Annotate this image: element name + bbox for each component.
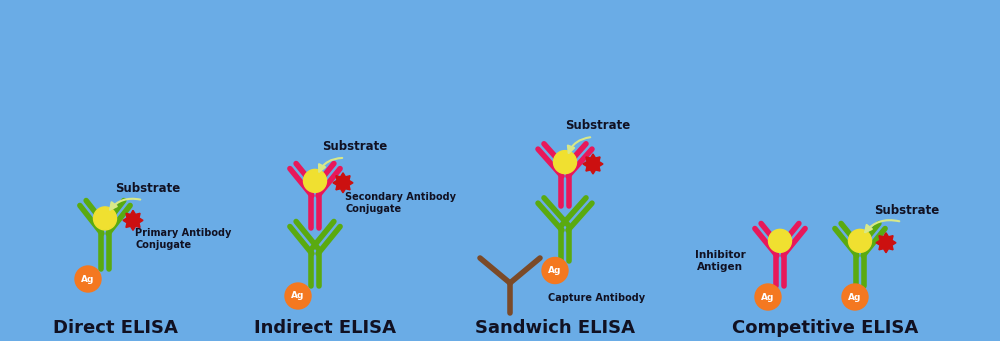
Text: Primary Antibody
Conjugate: Primary Antibody Conjugate (135, 228, 231, 250)
Circle shape (842, 284, 868, 310)
Circle shape (304, 169, 326, 192)
Circle shape (768, 229, 792, 252)
Text: Substrate: Substrate (322, 140, 388, 153)
Text: Direct ELISA: Direct ELISA (53, 319, 177, 337)
Polygon shape (876, 233, 896, 253)
Text: Ag: Ag (291, 292, 305, 300)
Text: Indirect ELISA: Indirect ELISA (254, 319, 396, 337)
Polygon shape (583, 154, 603, 174)
Text: Ag: Ag (81, 275, 95, 283)
Text: Competitive ELISA: Competitive ELISA (732, 319, 918, 337)
Text: Substrate: Substrate (874, 204, 940, 217)
Text: Inhibitor
Antigen: Inhibitor Antigen (695, 250, 745, 272)
Circle shape (285, 283, 311, 309)
Text: Ag: Ag (848, 293, 862, 301)
Text: Sandwich ELISA: Sandwich ELISA (475, 319, 635, 337)
Circle shape (755, 284, 781, 310)
Text: Secondary Antibody
Conjugate: Secondary Antibody Conjugate (345, 192, 456, 214)
Text: Ag: Ag (761, 293, 775, 301)
Text: Substrate: Substrate (115, 182, 181, 195)
Circle shape (848, 229, 872, 252)
Text: Capture Antibody: Capture Antibody (548, 293, 645, 303)
Polygon shape (123, 210, 143, 231)
Circle shape (94, 207, 116, 230)
Circle shape (75, 266, 101, 292)
Circle shape (542, 257, 568, 283)
Text: Substrate: Substrate (565, 119, 631, 132)
Circle shape (554, 151, 576, 174)
Text: Ag: Ag (548, 266, 562, 275)
Polygon shape (333, 173, 353, 193)
